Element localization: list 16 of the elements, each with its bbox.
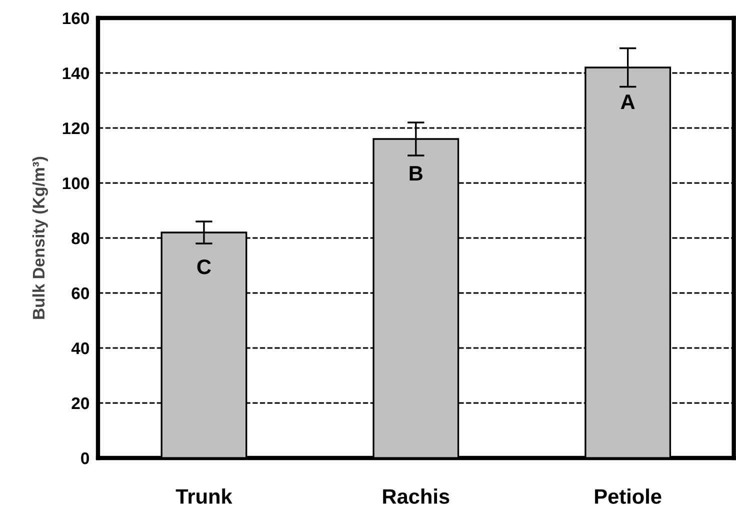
y-tick-label: 0 [81,452,89,464]
y-tick-label: 160 [62,12,89,24]
y-tick-label: 140 [62,67,89,80]
x-tick-label: Trunk [176,488,232,504]
y-tick-label: 120 [62,122,89,134]
y-tick-label: 60 [72,287,89,300]
x-tick-label: Petiole [595,488,662,504]
y-tick-label: 40 [71,342,89,354]
annotation: B [410,166,422,180]
y-tick-label: 80 [72,232,89,244]
y-tick-label: 100 [62,177,89,190]
annotation: A [620,94,635,109]
x-tick-label: Rachis [383,488,450,504]
y-axis-title: Bulk Density (Kg/m³) [32,156,48,319]
annotation: C [197,259,211,274]
y-tick-label: 20 [72,397,89,410]
